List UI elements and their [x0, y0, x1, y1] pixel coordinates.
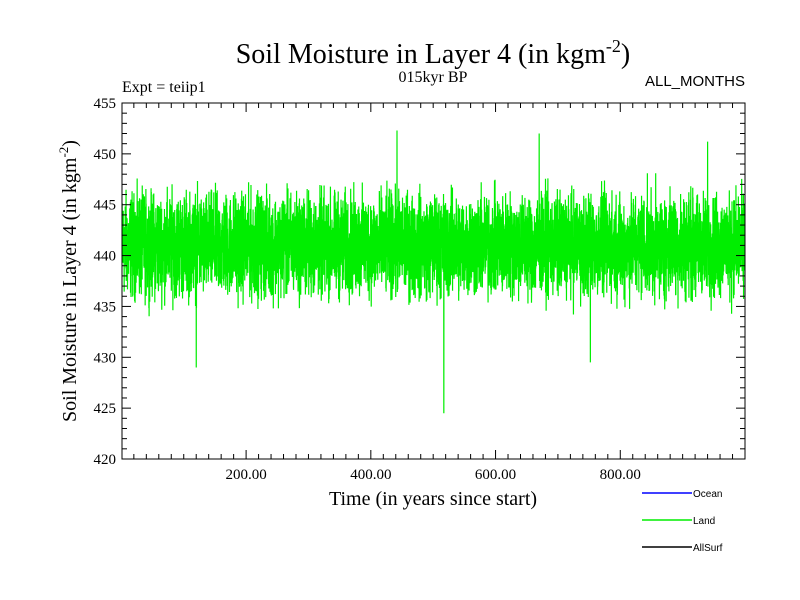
x-tick-label: 400.00 [350, 467, 391, 483]
series-line-land [122, 130, 745, 414]
y-tick-label: 435 [94, 299, 117, 315]
months-label: ALL_MONTHS [645, 73, 745, 90]
expt-label: Expt = teiip1 [122, 79, 206, 96]
y-tick-label: 420 [94, 452, 117, 468]
y-axis-label-close: ) [59, 140, 81, 147]
y-tick-label: 430 [94, 350, 117, 366]
legend-label-allsurf: AllSurf [693, 543, 723, 554]
y-tick-label: 440 [94, 249, 117, 265]
x-tick-label: 200.00 [225, 467, 266, 483]
x-axis-label: Time (in years since start) [329, 488, 537, 510]
plot-frame [121, 102, 746, 460]
period-label: 015kyr BP [399, 69, 468, 86]
y-axis-label: Soil Moisture in Layer 4 (in kgm-2) [56, 140, 81, 422]
y-axis-label-sup: -2 [56, 147, 71, 158]
chart-title-main: Soil Moisture in Layer 4 (in kgm [236, 39, 606, 70]
chart-title-close: ) [621, 39, 630, 70]
y-tick-label: 450 [94, 147, 117, 163]
y-axis-label-main: Soil Moisture in Layer 4 (in kgm [59, 157, 81, 422]
x-tick-label: 800.00 [600, 467, 641, 483]
x-tick-label: 600.00 [475, 467, 516, 483]
chart-title: Soil Moisture in Layer 4 (in kgm-2) [236, 36, 631, 70]
plot-area: 420 425 430 435 440 445 450 455 200.00 400.00 600.… [94, 96, 746, 483]
legend-label-land: Land [693, 516, 715, 527]
chart-title-sup: -2 [606, 36, 621, 56]
legend-label-ocean: Ocean [693, 489, 722, 500]
legend: Ocean Land AllSurf [642, 489, 723, 554]
y-tick-label: 445 [94, 198, 117, 214]
y-tick-label: 425 [94, 401, 117, 417]
y-tick-label: 455 [94, 96, 117, 112]
